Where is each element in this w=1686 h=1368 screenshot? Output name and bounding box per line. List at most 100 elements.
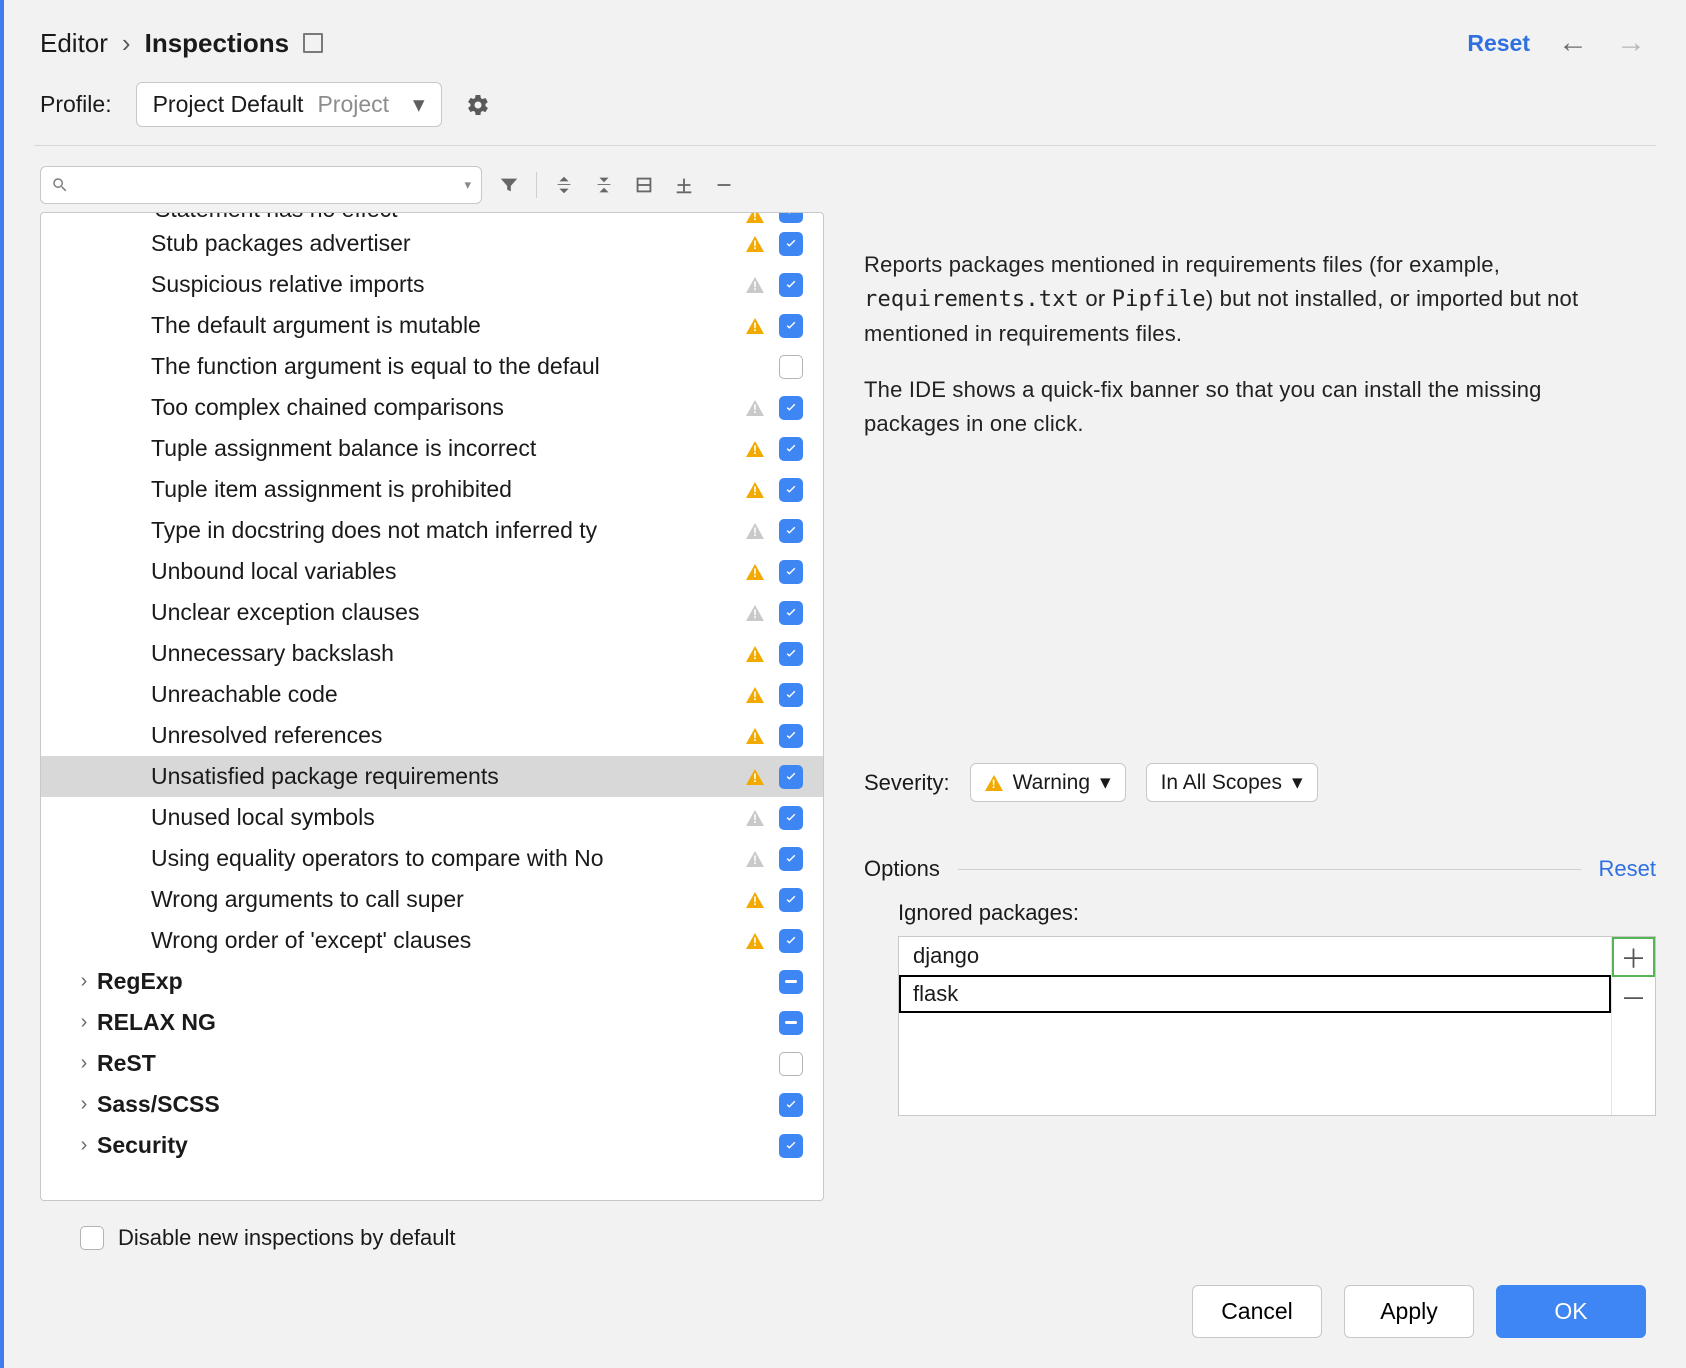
- group-item[interactable]: › RELAX NG: [41, 1002, 823, 1043]
- group-label: Sass/SCSS: [97, 1091, 737, 1118]
- checkbox[interactable]: [779, 601, 803, 625]
- list-item[interactable]: Unresolved references: [41, 715, 823, 756]
- list-item[interactable]: Using equality operators to compare with…: [41, 838, 823, 879]
- list-item[interactable]: Unbound local variables: [41, 551, 823, 592]
- search-icon: [51, 176, 69, 194]
- chevron-down-icon: [413, 91, 425, 118]
- inspection-label: Suspicious relative imports: [97, 271, 737, 298]
- remove-icon[interactable]: [711, 172, 737, 198]
- remove-package-button[interactable]: －: [1612, 977, 1655, 1017]
- chevron-down-icon: [1292, 770, 1303, 795]
- checkbox[interactable]: [779, 1093, 803, 1117]
- list-item[interactable]: The default argument is mutable: [41, 305, 823, 346]
- checkbox[interactable]: [779, 1011, 803, 1035]
- list-item[interactable]: Too complex chained comparisons: [41, 387, 823, 428]
- checkbox[interactable]: [779, 273, 803, 297]
- cancel-button[interactable]: Cancel: [1192, 1285, 1322, 1338]
- desc-text: The IDE shows a quick-fix banner so that…: [864, 373, 1636, 441]
- search-input[interactable]: [40, 166, 482, 204]
- add-icon[interactable]: [671, 172, 697, 198]
- list-item[interactable]: Unused local symbols: [41, 797, 823, 838]
- disable-new-row: Disable new inspections by default: [40, 1201, 824, 1251]
- ignored-label: Ignored packages:: [864, 900, 1656, 926]
- filter-icon[interactable]: [496, 172, 522, 198]
- checkbox[interactable]: [779, 314, 803, 338]
- checkbox[interactable]: [779, 888, 803, 912]
- checkbox[interactable]: [779, 355, 803, 379]
- list-item[interactable]: Unclear exception clauses: [41, 592, 823, 633]
- header: Editor › Inspections Reset ← →: [4, 0, 1686, 82]
- scope-dropdown[interactable]: In All Scopes: [1146, 763, 1318, 802]
- reset-view-icon[interactable]: [631, 172, 657, 198]
- inspection-label: Unused local symbols: [97, 804, 737, 831]
- ok-button[interactable]: OK: [1496, 1285, 1646, 1338]
- search-field[interactable]: [77, 174, 456, 197]
- list-item[interactable]: Tuple assignment balance is incorrect: [41, 428, 823, 469]
- checkbox[interactable]: [779, 847, 803, 871]
- list-item[interactable]: Unnecessary backslash: [41, 633, 823, 674]
- group-item[interactable]: › Security: [41, 1125, 823, 1166]
- inspection-label: The function argument is equal to the de…: [97, 353, 737, 380]
- chevron-down-icon[interactable]: [464, 177, 471, 193]
- inspections-tree[interactable]: Statement has no effect Stub packages ad…: [40, 212, 824, 1201]
- warning-icon: [746, 933, 764, 949]
- group-label: RELAX NG: [97, 1009, 737, 1036]
- checkbox[interactable]: [779, 683, 803, 707]
- list-item[interactable]: Type in docstring does not match inferre…: [41, 510, 823, 551]
- list-item[interactable]: Tuple item assignment is prohibited: [41, 469, 823, 510]
- checkbox[interactable]: [779, 396, 803, 420]
- toolbar-separator: [536, 172, 537, 198]
- list-item[interactable]: Wrong order of 'except' clauses: [41, 920, 823, 961]
- disable-new-checkbox[interactable]: [80, 1226, 104, 1250]
- breadcrumb-parent[interactable]: Editor: [40, 28, 108, 59]
- group-item[interactable]: › RegExp: [41, 961, 823, 1002]
- checkbox[interactable]: [779, 213, 803, 223]
- severity-dropdown[interactable]: Warning: [970, 763, 1126, 802]
- list-item[interactable]: Suspicious relative imports: [41, 264, 823, 305]
- checkbox[interactable]: [779, 806, 803, 830]
- options-reset[interactable]: Reset: [1599, 856, 1656, 882]
- inspection-label: Wrong order of 'except' clauses: [97, 927, 737, 954]
- apply-button[interactable]: Apply: [1344, 1285, 1474, 1338]
- ignored-packages-list[interactable]: djangoflask: [899, 937, 1611, 1115]
- checkbox[interactable]: [779, 765, 803, 789]
- checkbox[interactable]: [779, 232, 803, 256]
- forward-arrow-icon: →: [1616, 26, 1646, 60]
- expand-all-icon[interactable]: [551, 172, 577, 198]
- checkbox[interactable]: [779, 560, 803, 584]
- checkbox[interactable]: [779, 437, 803, 461]
- options-header: Options Reset: [864, 856, 1656, 882]
- group-item[interactable]: › Sass/SCSS: [41, 1084, 823, 1125]
- weak-warning-icon: [746, 851, 764, 867]
- back-arrow-icon[interactable]: ←: [1558, 26, 1588, 60]
- checkbox[interactable]: [779, 1134, 803, 1158]
- list-item[interactable]: Unsatisfied package requirements: [41, 756, 823, 797]
- group-label: ReST: [97, 1050, 737, 1077]
- warning-icon: [746, 482, 764, 498]
- checkbox[interactable]: [779, 478, 803, 502]
- gear-icon[interactable]: [466, 93, 490, 117]
- right-panel: Reports packages mentioned in requiremen…: [864, 166, 1656, 1251]
- ignored-package[interactable]: flask: [899, 975, 1611, 1013]
- group-item[interactable]: › ReST: [41, 1043, 823, 1084]
- checkbox[interactable]: [779, 970, 803, 994]
- body: Statement has no effect Stub packages ad…: [4, 146, 1686, 1251]
- reset-button[interactable]: Reset: [1467, 30, 1530, 57]
- weak-warning-icon: [746, 523, 764, 539]
- list-item[interactable]: Wrong arguments to call super: [41, 879, 823, 920]
- checkbox[interactable]: [779, 1052, 803, 1076]
- checkbox[interactable]: [779, 642, 803, 666]
- checkbox[interactable]: [779, 724, 803, 748]
- profile-dropdown[interactable]: Project Default Project: [136, 82, 442, 127]
- list-item[interactable]: Unreachable code: [41, 674, 823, 715]
- list-item[interactable]: The function argument is equal to the de…: [41, 346, 823, 387]
- add-package-button[interactable]: ＋: [1612, 937, 1655, 977]
- checkbox[interactable]: [779, 519, 803, 543]
- checkbox[interactable]: [779, 929, 803, 953]
- list-item[interactable]: Stub packages advertiser: [41, 223, 823, 264]
- list-item[interactable]: Statement has no effect: [41, 213, 823, 223]
- desc-text: Reports packages mentioned in requiremen…: [864, 252, 1500, 277]
- collapse-all-icon[interactable]: [591, 172, 617, 198]
- ignored-package[interactable]: django: [899, 937, 1611, 975]
- desc-code: requirements.txt: [864, 287, 1079, 312]
